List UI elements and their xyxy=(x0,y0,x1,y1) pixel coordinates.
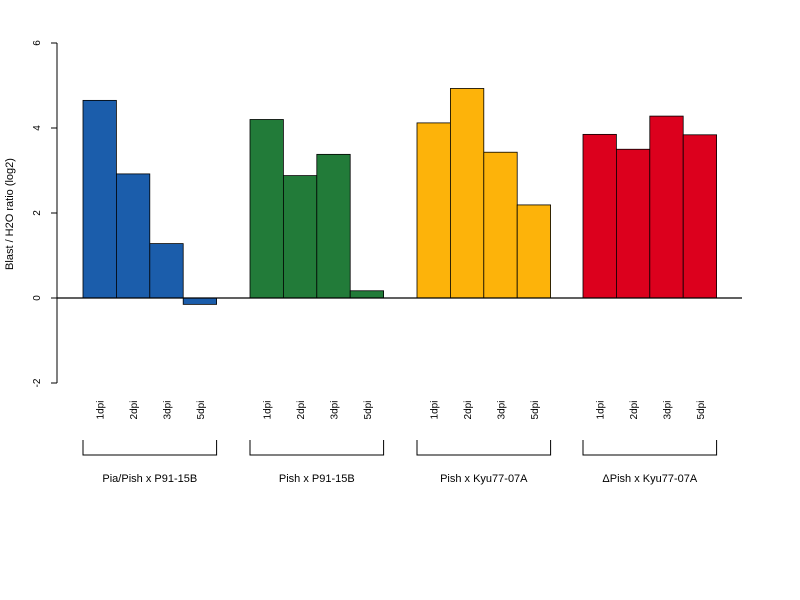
bar-3-3 xyxy=(682,134,718,299)
bar-2-1 xyxy=(449,88,485,299)
bar-3-1 xyxy=(616,148,651,299)
group-bracket-1 xyxy=(249,440,385,456)
bar-0-0 xyxy=(82,99,117,299)
bar-2-3 xyxy=(516,204,552,299)
bar-3-2 xyxy=(649,115,684,299)
x-tick-labels: 1dpi 2dpi 3dpi 5dpi 1dpi 2dpi 3dpi 5dpi 1dpi 2dpi… xyxy=(96,401,707,420)
group-label-1: Pish x P91-15B xyxy=(279,473,355,485)
x-tick-label: 1dpi xyxy=(596,401,607,420)
bar-1-0 xyxy=(249,119,284,299)
bar-0-2 xyxy=(149,243,184,299)
y-tick-label: 0 xyxy=(32,295,43,301)
group-bracket-0 xyxy=(82,440,218,456)
bar-1-3 xyxy=(349,290,385,299)
group-brackets: Pia/Pish x P91-15B Pish x P91-15B Pish x K… xyxy=(82,440,718,485)
bar-1-2 xyxy=(316,153,351,299)
x-tick-label: 1dpi xyxy=(96,401,107,420)
x-tick-label: 2dpi xyxy=(296,401,307,420)
x-tick-label: 2dpi xyxy=(463,401,474,420)
y-tick-label: 4 xyxy=(32,125,43,131)
bar-0-1 xyxy=(116,173,151,299)
group-label-3: ΔPish x Kyu77-07A xyxy=(602,473,697,485)
x-tick-label: 3dpi xyxy=(330,401,341,420)
x-tick-label: 5dpi xyxy=(196,401,207,420)
bar-3-0 xyxy=(582,133,617,299)
bars xyxy=(82,88,718,305)
x-tick-label: 2dpi xyxy=(629,401,640,420)
x-tick-label: 2dpi xyxy=(129,401,140,420)
bar-2-0 xyxy=(416,122,451,299)
y-tick-label: 6 xyxy=(32,40,43,46)
y-tick-label: 2 xyxy=(32,210,43,216)
bar-0-3 xyxy=(182,297,217,305)
x-tick-label: 1dpi xyxy=(263,401,274,420)
bar-2-2 xyxy=(483,151,518,299)
group-label-2: Pish x Kyu77-07A xyxy=(440,473,528,485)
group-bracket-3 xyxy=(582,440,718,456)
group-label-0: Pia/Pish x P91-15B xyxy=(102,473,197,485)
y-axis-label: Blast / H2O ratio (log2) xyxy=(4,158,16,270)
x-tick-label: 3dpi xyxy=(163,401,174,420)
bar-1-1 xyxy=(282,175,318,299)
group-bracket-2 xyxy=(416,440,552,456)
x-tick-label: 5dpi xyxy=(696,401,707,420)
x-tick-label: 5dpi xyxy=(530,401,541,420)
x-tick-label: 1dpi xyxy=(430,401,441,420)
y-axis: -2 0 2 4 6 xyxy=(32,40,58,387)
x-tick-label: 5dpi xyxy=(363,401,374,420)
y-tick-label: -2 xyxy=(32,378,43,387)
x-tick-label: 3dpi xyxy=(497,401,508,420)
x-tick-label: 3dpi xyxy=(663,401,674,420)
